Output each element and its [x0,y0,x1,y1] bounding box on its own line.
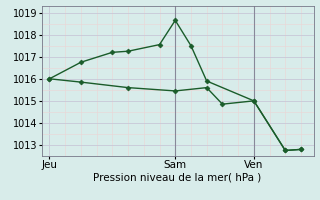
X-axis label: Pression niveau de la mer( hPa ): Pression niveau de la mer( hPa ) [93,173,262,183]
